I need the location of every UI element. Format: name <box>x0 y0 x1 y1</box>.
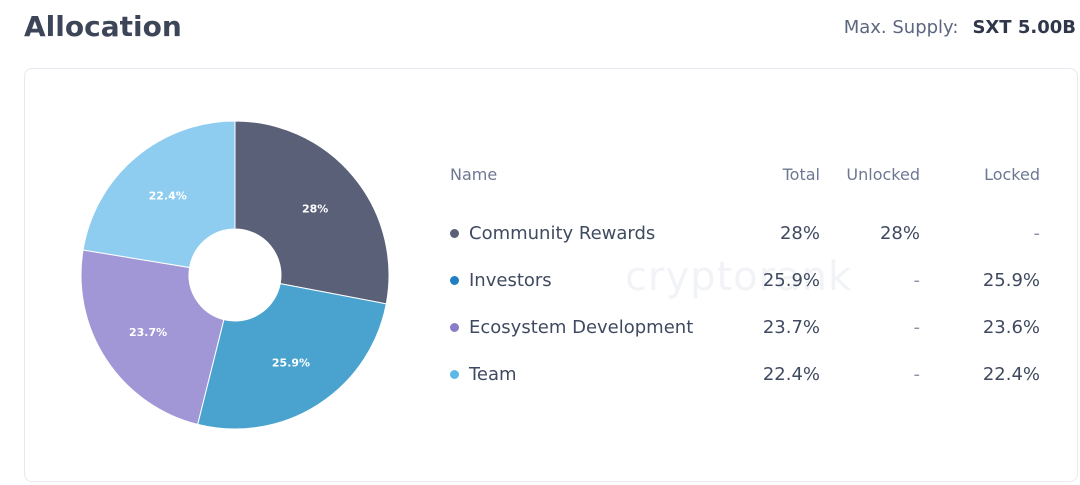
row-name: Community Rewards <box>450 223 655 244</box>
legend-dot <box>450 229 459 238</box>
allocation-table: Name Total Unlocked Locked Community Rew… <box>450 165 1040 411</box>
watermark: cryptorank <box>625 254 853 300</box>
row-total: 22.4% <box>762 364 820 385</box>
table-row: Team 22.4% - 22.4% <box>450 364 1040 411</box>
row-name: Ecosystem Development <box>450 317 693 338</box>
allocation-donut-chart: 28% 25.9% 23.7% 22.4% <box>81 121 389 429</box>
row-unlocked: - <box>913 317 921 338</box>
pie-slice-ecosystem-development[interactable] <box>81 249 225 426</box>
table-row: Investors 25.9% - 25.9% <box>450 270 1040 317</box>
col-total-header: Total <box>782 165 820 184</box>
row-locked: - <box>1033 223 1041 244</box>
row-unlocked: - <box>913 364 921 385</box>
col-unlocked-header: Unlocked <box>846 165 920 184</box>
row-locked: 23.6% <box>982 317 1040 338</box>
table-header: Name Total Unlocked Locked <box>450 165 1040 223</box>
page-title: Allocation <box>24 10 182 43</box>
max-supply-value: SXT 5.00B <box>972 17 1076 38</box>
max-supply: Max. Supply: SXT 5.00B <box>844 17 1076 38</box>
table-row: Ecosystem Development 23.7% - 23.6% <box>450 317 1040 364</box>
col-name-header: Name <box>450 165 498 184</box>
row-name-label: Team <box>469 364 517 385</box>
table-row: Community Rewards 28% 28% - <box>450 223 1040 270</box>
legend-dot <box>450 276 459 285</box>
row-unlocked: - <box>913 270 921 291</box>
row-total: 28% <box>779 223 820 244</box>
pie-slice-label: 22.4% <box>149 190 187 203</box>
allocation-header: Allocation Max. Supply: SXT 5.00B <box>0 0 1080 60</box>
row-locked: 25.9% <box>982 270 1040 291</box>
pie-slice-investors[interactable] <box>197 283 387 429</box>
row-total: 23.7% <box>762 317 820 338</box>
row-name-label: Investors <box>469 270 552 291</box>
max-supply-label: Max. Supply: <box>843 17 959 38</box>
row-name: Team <box>450 364 517 385</box>
row-total: 25.9% <box>762 270 820 291</box>
row-name-label: Ecosystem Development <box>469 317 694 338</box>
legend-dot <box>450 370 459 379</box>
pie-slice-label: 28% <box>302 203 328 216</box>
row-name: Investors <box>450 270 552 291</box>
pie-slice-community-rewards[interactable] <box>234 121 389 305</box>
allocation-card: cryptorank 28% 25.9% 23.7% 22.4% Name Total… <box>24 68 1078 482</box>
col-locked-header: Locked <box>984 165 1040 184</box>
pie-slice-label: 23.7% <box>129 326 167 339</box>
row-locked: 22.4% <box>982 364 1040 385</box>
row-name-label: Community Rewards <box>469 223 656 244</box>
pie-slice-label: 25.9% <box>272 357 310 370</box>
pie-slice-team[interactable] <box>82 121 236 269</box>
legend-dot <box>450 323 459 332</box>
row-unlocked: 28% <box>879 223 920 244</box>
